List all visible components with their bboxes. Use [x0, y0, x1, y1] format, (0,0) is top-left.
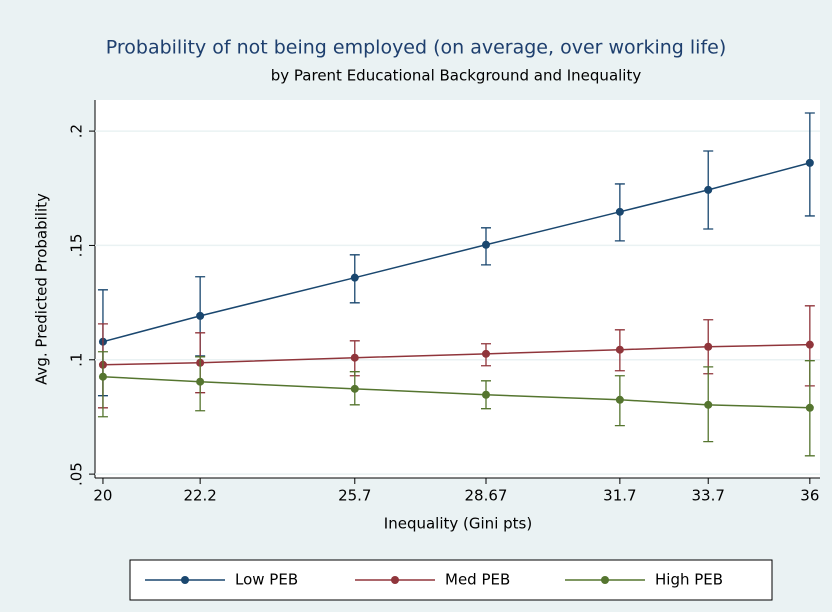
legend: [129, 559, 773, 601]
data-point: [805, 158, 814, 167]
y-tick-label: .15: [68, 234, 86, 258]
x-tick-label: 25.7: [338, 487, 371, 505]
chart-subtitle: by Parent Educational Background and Ine…: [271, 67, 642, 85]
data-point: [350, 353, 359, 362]
data-point: [481, 240, 490, 249]
error-bar: [97, 351, 108, 418]
y-tick-label: .05: [68, 462, 86, 486]
legend-label: High PEB: [655, 571, 723, 589]
plot-area: [95, 100, 820, 478]
legend-marker: [181, 576, 189, 584]
data-point: [805, 340, 814, 349]
legend-marker: [391, 576, 399, 584]
data-point: [98, 372, 107, 381]
chart-title: Probability of not being employed (on av…: [106, 37, 727, 59]
y-tick-label: .2: [68, 124, 86, 138]
y-axis-label: Avg. Predicted Probability: [33, 193, 51, 385]
legend-marker: [601, 576, 609, 584]
data-point: [350, 273, 359, 282]
data-point: [805, 403, 814, 412]
x-tick-label: 33.7: [692, 487, 725, 505]
data-point: [704, 400, 713, 409]
x-tick-label: 31.7: [603, 487, 636, 505]
data-point: [704, 342, 713, 351]
data-point: [196, 311, 205, 320]
data-point: [615, 207, 624, 216]
data-point: [350, 384, 359, 393]
x-tick-label: 36: [800, 487, 819, 505]
y-tick-label: .1: [68, 353, 86, 367]
x-tick-label: 22.2: [183, 487, 216, 505]
legend-label: Med PEB: [445, 571, 510, 589]
x-tick-label: 28.67: [465, 487, 508, 505]
data-point: [615, 395, 624, 404]
data-point: [615, 345, 624, 354]
data-point: [481, 390, 490, 399]
data-point: [704, 185, 713, 194]
data-point: [481, 349, 490, 358]
x-axis-label: Inequality (Gini pts): [384, 515, 532, 533]
x-tick-label: 20: [93, 487, 112, 505]
legend-label: Low PEB: [235, 571, 298, 589]
data-point: [196, 377, 205, 386]
